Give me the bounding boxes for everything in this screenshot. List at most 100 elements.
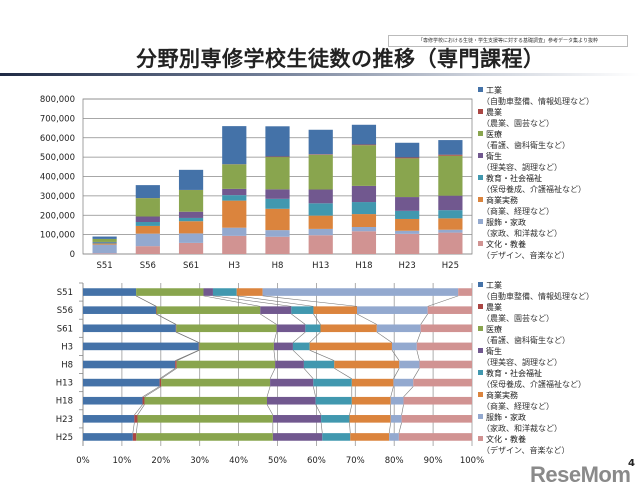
x-tick-label: H23 [399, 261, 416, 271]
bar-segment [92, 242, 117, 244]
bar-segment [137, 415, 273, 423]
y-tick-label: H3 [61, 342, 73, 352]
bar-segment [351, 378, 394, 387]
bar-segment [178, 169, 204, 190]
bar-segment [83, 324, 176, 333]
series-line [313, 386, 316, 397]
series-line [349, 422, 351, 434]
bar-segment [351, 144, 377, 146]
bar-segment [419, 360, 472, 369]
bar-segment [351, 202, 377, 215]
bar-segment [175, 360, 177, 369]
y-tick-label: 200,000 [40, 211, 75, 221]
series-line [315, 404, 322, 416]
bar-segment [83, 306, 156, 314]
bar-segment [334, 360, 400, 369]
bar-segment [438, 210, 463, 219]
legend-label: 教育・社会福祉 [486, 174, 542, 183]
legend-swatch [478, 392, 483, 397]
legend-sublabel: （看護、歯科衛生など） [482, 141, 570, 150]
y-tick-label: 800,000 [40, 95, 75, 105]
bar-segment [222, 200, 247, 228]
bar-segment [395, 157, 420, 159]
bar-segment [398, 433, 472, 441]
legend-sublabel: （デザイン、音楽など） [482, 251, 570, 260]
bar-segment [321, 415, 350, 423]
legend-swatch [478, 348, 483, 353]
bar-segment [265, 157, 290, 190]
bar-segment [222, 195, 247, 201]
x-tick-label: 70% [346, 456, 365, 466]
series-line [176, 349, 200, 361]
resemom-logo: ReseMom [530, 462, 631, 487]
bar-segment [308, 235, 333, 254]
legend-label: 医療 [486, 130, 502, 139]
legend-sublabel: （自動車整備、情報処理など） [482, 97, 594, 106]
bar-segment [176, 324, 277, 333]
bar-segment [92, 238, 117, 242]
series-line [132, 422, 135, 434]
bar-segment [320, 324, 377, 333]
bar-segment [351, 185, 377, 203]
title-divider [0, 73, 640, 76]
legend-item: 衛生 （理美容、調理など） [478, 151, 638, 173]
series-line [142, 386, 160, 398]
page-number: 4 [628, 458, 635, 469]
bar-segment [413, 378, 472, 387]
y-tick-label: H13 [56, 379, 73, 389]
legend-label: 教育・社会福祉 [486, 369, 542, 378]
bar-segment [222, 235, 247, 254]
x-tick-label: 50% [268, 456, 287, 466]
bar-segment [260, 306, 292, 314]
series-line [427, 295, 459, 307]
legend-swatch [478, 241, 483, 246]
bar-segment [275, 360, 304, 369]
bar-segment [92, 236, 117, 239]
bar-segment [265, 198, 290, 209]
bar-segment [83, 288, 137, 296]
series-line [292, 349, 305, 361]
legend-label: 服飾・家政 [486, 218, 526, 227]
legend-sublabel: （家政、和洋裁など） [482, 424, 562, 433]
bar-segment [198, 342, 200, 351]
x-tick-label: 60% [307, 456, 326, 466]
series-line [175, 349, 199, 361]
bar-segment [83, 415, 135, 423]
series-line [159, 368, 176, 380]
series-line [390, 386, 394, 397]
bar-segment [395, 210, 420, 219]
legend-sublabel: （デザイン、音楽など） [482, 446, 570, 455]
bar-segment [83, 396, 143, 405]
bar-segment [313, 378, 352, 387]
legend-sublabel: （家政、和洋裁など） [482, 229, 562, 238]
y-tick-label: 700,000 [40, 114, 75, 124]
legend-sublabel: （理美容、調理など） [482, 358, 562, 367]
bar-segment [403, 396, 472, 405]
bar-segment [349, 415, 391, 423]
series-line [266, 386, 271, 398]
bar-segment [292, 342, 310, 351]
bar-segment [308, 154, 333, 190]
x-tick-label: S61 [183, 261, 199, 271]
bar-segment [308, 189, 333, 204]
x-tick-label: H3 [228, 261, 240, 271]
y-tick-label: 0 [70, 250, 75, 260]
bar-segment [265, 156, 290, 158]
bar-segment [262, 288, 459, 296]
series-line [273, 350, 276, 361]
bar-segment [199, 342, 274, 351]
bar-segment [222, 164, 247, 189]
x-tick-label: H13 [312, 261, 329, 271]
legend-swatch [478, 219, 483, 224]
bar-segment [308, 228, 333, 236]
y-tick-label: 100,000 [40, 231, 75, 241]
legend-swatch [478, 197, 483, 202]
y-tick-label: 400,000 [40, 173, 75, 183]
bar-segment [222, 188, 247, 196]
series-line [313, 313, 321, 325]
legend-item: 工業 （自動車整備、情報処理など） [478, 280, 638, 302]
legend-sublabel: （農業、園芸など） [482, 314, 554, 323]
legend-swatch [478, 87, 483, 92]
x-tick-label: 0% [76, 456, 90, 466]
bar-segment [438, 218, 463, 230]
